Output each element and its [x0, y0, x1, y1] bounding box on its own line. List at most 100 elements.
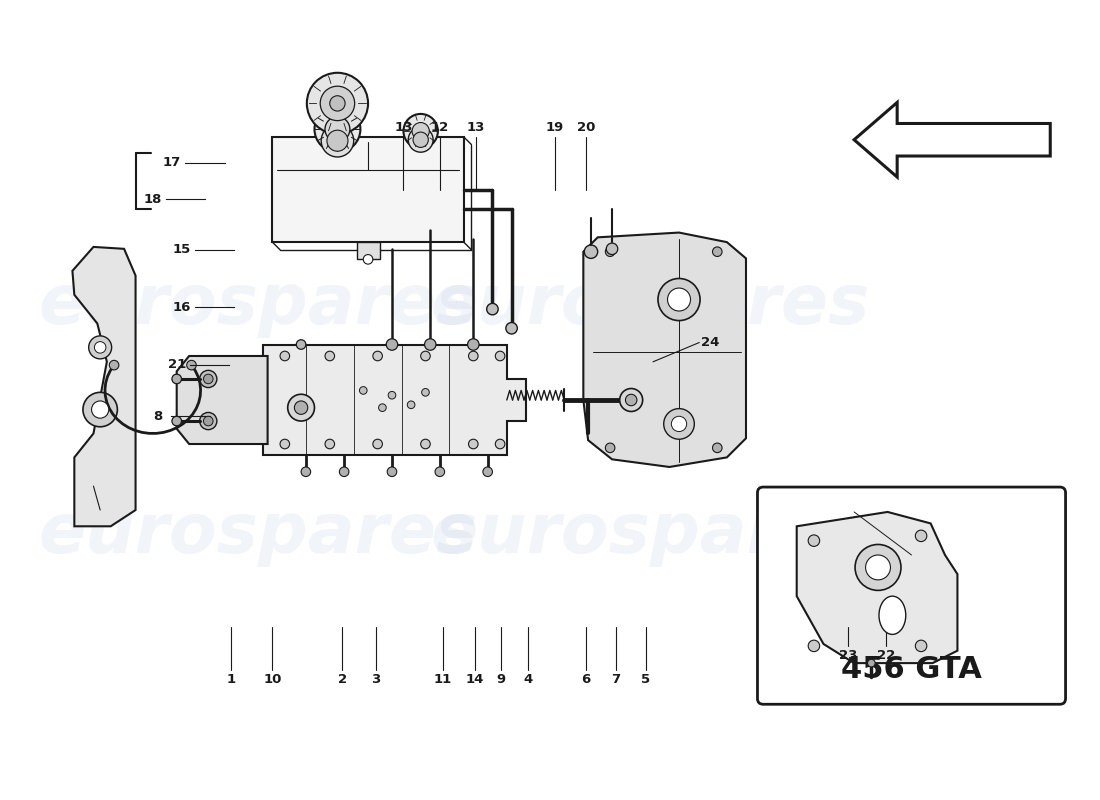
Circle shape [408, 127, 433, 152]
Circle shape [668, 288, 691, 311]
Circle shape [808, 535, 820, 546]
Circle shape [425, 338, 436, 350]
Circle shape [296, 340, 306, 350]
Text: 456 GTA: 456 GTA [842, 655, 982, 684]
Polygon shape [263, 345, 526, 455]
Circle shape [200, 413, 217, 430]
Text: 21: 21 [167, 358, 186, 371]
Text: 15: 15 [173, 243, 190, 256]
Circle shape [407, 401, 415, 409]
Circle shape [378, 404, 386, 411]
Text: eurospares: eurospares [430, 271, 870, 338]
Text: 10: 10 [263, 673, 282, 686]
Ellipse shape [879, 596, 905, 634]
Circle shape [412, 132, 428, 147]
Circle shape [82, 392, 118, 426]
Circle shape [915, 530, 927, 542]
Circle shape [388, 391, 396, 399]
Circle shape [421, 389, 429, 396]
Circle shape [469, 439, 478, 449]
FancyBboxPatch shape [758, 487, 1066, 704]
Circle shape [486, 303, 498, 315]
Circle shape [360, 386, 367, 394]
Text: 22: 22 [877, 649, 894, 662]
Text: 24: 24 [702, 336, 719, 349]
Circle shape [483, 467, 493, 477]
Circle shape [626, 394, 637, 406]
Circle shape [280, 351, 289, 361]
Circle shape [315, 106, 361, 152]
Text: eurospares: eurospares [39, 271, 477, 338]
Text: 9: 9 [496, 673, 506, 686]
Text: 16: 16 [173, 301, 190, 314]
Circle shape [172, 416, 182, 426]
Bar [356, 242, 380, 259]
Circle shape [605, 443, 615, 453]
Text: 17: 17 [163, 156, 182, 170]
Circle shape [386, 338, 398, 350]
Circle shape [295, 401, 308, 414]
Circle shape [89, 336, 111, 359]
Circle shape [866, 555, 891, 580]
Circle shape [373, 351, 383, 361]
Circle shape [373, 439, 383, 449]
Text: 13: 13 [468, 121, 485, 134]
Text: 12: 12 [431, 121, 449, 134]
Circle shape [713, 247, 722, 257]
Circle shape [95, 342, 106, 353]
Circle shape [420, 439, 430, 449]
Circle shape [324, 351, 334, 361]
Polygon shape [177, 356, 267, 444]
Circle shape [506, 322, 517, 334]
Circle shape [330, 96, 345, 111]
Circle shape [713, 443, 722, 453]
Circle shape [855, 545, 901, 590]
Circle shape [280, 439, 289, 449]
Circle shape [434, 467, 444, 477]
Circle shape [404, 114, 438, 148]
Circle shape [340, 467, 349, 477]
Circle shape [468, 338, 478, 350]
Text: 4: 4 [524, 673, 532, 686]
Text: eurospares: eurospares [430, 501, 870, 567]
Circle shape [605, 247, 615, 257]
Text: eurospares: eurospares [39, 501, 477, 567]
Text: 20: 20 [578, 121, 595, 134]
Circle shape [172, 374, 182, 384]
Circle shape [606, 243, 618, 254]
Circle shape [584, 245, 597, 258]
Text: 13: 13 [394, 121, 412, 134]
Circle shape [91, 401, 109, 418]
Circle shape [868, 659, 876, 667]
Circle shape [324, 439, 334, 449]
Text: 8: 8 [153, 410, 162, 422]
Circle shape [363, 254, 373, 264]
Circle shape [307, 73, 368, 134]
Circle shape [658, 278, 700, 321]
Polygon shape [796, 512, 957, 663]
Circle shape [320, 86, 354, 121]
Circle shape [495, 351, 505, 361]
Circle shape [321, 125, 354, 157]
Text: 6: 6 [582, 673, 591, 686]
Circle shape [915, 640, 927, 652]
Circle shape [412, 122, 429, 140]
Text: 3: 3 [371, 673, 381, 686]
Circle shape [495, 439, 505, 449]
Circle shape [204, 374, 213, 384]
Circle shape [288, 394, 315, 421]
Circle shape [200, 370, 217, 387]
Bar [273, 137, 464, 242]
Circle shape [469, 351, 478, 361]
Circle shape [808, 640, 820, 652]
Polygon shape [854, 102, 1050, 177]
Circle shape [671, 416, 686, 431]
Circle shape [619, 389, 642, 411]
Circle shape [420, 351, 430, 361]
Polygon shape [73, 247, 135, 526]
Circle shape [327, 130, 348, 151]
Circle shape [187, 360, 196, 370]
Circle shape [109, 360, 119, 370]
Text: 23: 23 [839, 649, 858, 662]
Text: 19: 19 [546, 121, 564, 134]
